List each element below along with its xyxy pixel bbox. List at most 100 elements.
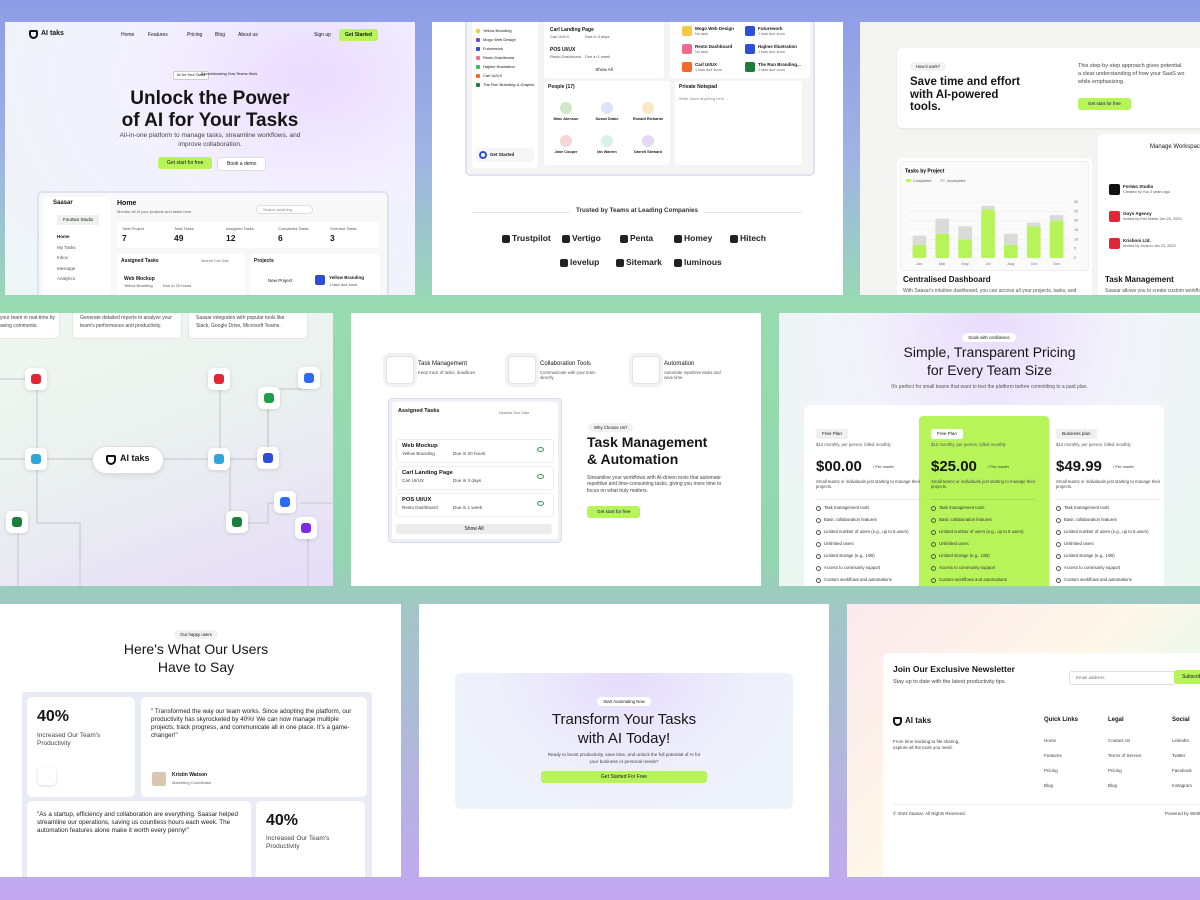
button[interactable]: Get start for free bbox=[158, 157, 213, 170]
nav-link[interactable]: Home bbox=[121, 32, 135, 38]
plan-period: / Per month bbox=[1113, 464, 1134, 469]
feature-card bbox=[188, 313, 308, 339]
project-name: Futurework bbox=[758, 26, 783, 31]
button[interactable]: Get start for free bbox=[1078, 98, 1131, 110]
nav-link[interactable]: About us bbox=[238, 32, 258, 38]
task-due: Due in 3 days bbox=[453, 478, 482, 483]
pill: Why Choose Us? bbox=[588, 423, 634, 433]
menu-item[interactable]: Analytics bbox=[57, 276, 76, 281]
plan-desc: Small teams or individuals just starting… bbox=[816, 479, 921, 490]
menu-item[interactable]: Message bbox=[57, 265, 76, 271]
plan-period: / Per month bbox=[988, 464, 1009, 469]
footer-link[interactable]: Blog bbox=[1108, 783, 1118, 788]
project-link[interactable]: The Run Branding & Graphic bbox=[483, 81, 535, 87]
y-tick-label: 15 bbox=[1074, 228, 1078, 232]
stat-label: Completed Tasks bbox=[278, 226, 309, 231]
project-link[interactable]: Futurework bbox=[483, 45, 504, 51]
x-tick-label: Oct bbox=[1031, 262, 1038, 266]
x-tick-label: Jan bbox=[916, 262, 922, 266]
nav-link[interactable]: Pricing bbox=[187, 32, 203, 38]
stats-card bbox=[117, 222, 379, 248]
card-title: Projects bbox=[254, 258, 274, 264]
testimonial-card bbox=[256, 801, 365, 877]
project-note: 1 task due soon bbox=[758, 50, 785, 54]
new-project[interactable]: New Project bbox=[268, 278, 293, 283]
project-note: No task bbox=[695, 32, 708, 36]
footer-link[interactable]: Instagram bbox=[1172, 783, 1193, 788]
section-desc: while emphasizing. bbox=[1078, 79, 1125, 85]
button[interactable]: Get Started For Free bbox=[541, 771, 707, 784]
footer-link[interactable]: Home bbox=[1044, 738, 1057, 743]
footer-link[interactable]: Pricing bbox=[1108, 768, 1122, 773]
stat: 40% bbox=[37, 708, 70, 725]
button[interactable]: Get start for free bbox=[587, 506, 641, 518]
email-input[interactable]: Email address bbox=[1069, 671, 1176, 685]
footer-link[interactable]: Facebook bbox=[1172, 768, 1192, 773]
footer-link[interactable]: Pricing bbox=[1044, 768, 1058, 773]
menu-item[interactable]: Inbox bbox=[57, 255, 69, 260]
bar bbox=[981, 209, 995, 258]
card-text: aving comments. bbox=[0, 323, 38, 329]
footer-link[interactable]: Twitter bbox=[1172, 753, 1186, 758]
feature-desc: Automate repetitive tasks and save time bbox=[664, 370, 721, 381]
section-desc: a clear understanding of how your SaaS w… bbox=[1078, 71, 1185, 77]
task-name: Carl Landing Page bbox=[402, 470, 453, 476]
button[interactable]: Subscribe bbox=[1174, 670, 1200, 685]
task-name: Web Mockup bbox=[124, 276, 155, 282]
trusted-heading: Trusted by Teams at Leading Companies bbox=[569, 207, 705, 215]
onboarding-title: Get Started bbox=[490, 152, 515, 157]
powered-by: Powered by Webflow bbox=[1165, 811, 1200, 816]
project-note: 1 task due soon bbox=[758, 32, 785, 36]
plan-feature: Limited storage (e.g., 10B) bbox=[939, 553, 990, 558]
project-icon bbox=[745, 26, 755, 36]
feature-desc: Communicate with your team directly bbox=[540, 370, 596, 381]
show-all[interactable]: Show All bbox=[396, 524, 552, 535]
check-icon bbox=[931, 518, 936, 523]
nav-link[interactable]: Features bbox=[148, 32, 168, 38]
project-link[interactable]: Mogo Web Design bbox=[483, 36, 516, 42]
task-project: Carl UI/UX bbox=[402, 478, 424, 483]
sort: Nearest Due Date bbox=[499, 411, 530, 415]
project-name: Carl UI/UX bbox=[695, 62, 718, 67]
bar bbox=[935, 233, 950, 258]
person-name: Marc Atenson bbox=[553, 117, 579, 121]
project-link[interactable]: Carl UI/UX bbox=[483, 72, 503, 78]
footer-link[interactable]: Terms of Service bbox=[1108, 753, 1142, 758]
task-due: Due in 3 days bbox=[585, 34, 610, 39]
project-link[interactable]: Yellow Branding bbox=[483, 27, 512, 33]
project-link[interactable]: Hajime Illustration bbox=[483, 63, 515, 69]
card-title: Private Notepad bbox=[679, 84, 718, 90]
person-name: Darrell Steward bbox=[634, 150, 662, 154]
button[interactable]: Book a demo bbox=[217, 157, 267, 172]
project-name: The Run Branding... bbox=[758, 62, 801, 67]
newsletter-sub: Stay up to date with the latest producti… bbox=[893, 679, 1007, 685]
hub-icon bbox=[106, 455, 116, 465]
show-all[interactable]: Show All bbox=[595, 67, 613, 72]
x-tick-label: Aug bbox=[1007, 262, 1014, 266]
divider bbox=[1056, 499, 1161, 500]
hero-title: of AI for Your Tasks bbox=[121, 110, 299, 131]
hero-subtitle: All-in-one platform to manage tasks, str… bbox=[119, 132, 301, 139]
footer-link[interactable]: Contact Us bbox=[1108, 738, 1131, 743]
card-text: Saasar integrates with popular tools lik… bbox=[196, 315, 285, 321]
project-dot bbox=[476, 29, 480, 33]
cta-title: Transform Your Tasks bbox=[551, 711, 697, 728]
workspace-name: Krisboni Ltd. bbox=[1123, 238, 1151, 243]
footer-link[interactable]: Blog bbox=[1044, 783, 1054, 788]
project-link[interactable]: Resto Dashboard bbox=[483, 54, 515, 60]
connector bbox=[0, 378, 92, 460]
menu-item[interactable]: Home bbox=[57, 234, 70, 239]
footer-link[interactable]: Features bbox=[1044, 753, 1062, 758]
section-title: Task Management bbox=[587, 434, 708, 450]
footer-link[interactable]: LinkedIn bbox=[1172, 738, 1190, 743]
project-dot bbox=[476, 83, 480, 87]
button[interactable]: Get Started bbox=[339, 29, 378, 42]
nav-link[interactable]: Blog bbox=[215, 32, 226, 38]
feature-card bbox=[0, 313, 60, 339]
feature-desc: Keep track of tasks, deadlines bbox=[418, 370, 476, 375]
sidebar bbox=[472, 22, 538, 168]
nav-link[interactable]: Sign up bbox=[314, 32, 331, 38]
app-glyph bbox=[301, 523, 311, 533]
menu-item[interactable]: My Tasks bbox=[57, 244, 76, 250]
